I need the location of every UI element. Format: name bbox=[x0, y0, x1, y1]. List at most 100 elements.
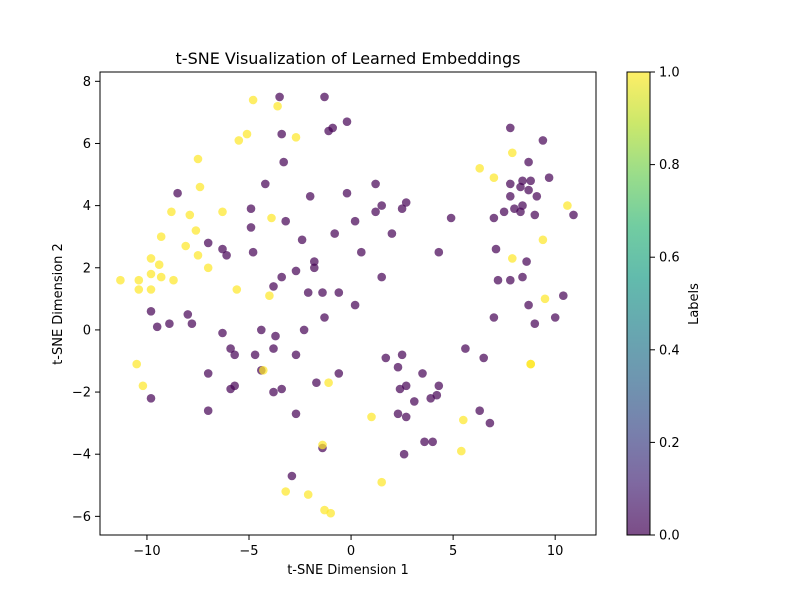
scatter-point-label-0 bbox=[377, 201, 387, 210]
scatter-point-label-1 bbox=[538, 235, 548, 245]
scatter-point-label-0 bbox=[510, 204, 519, 213]
scatter-point-label-0 bbox=[275, 92, 284, 102]
scatter-point-label-0 bbox=[475, 406, 485, 416]
scatter-point-label-1 bbox=[318, 440, 327, 450]
plot-frame bbox=[99, 71, 597, 536]
scatter-point-label-0 bbox=[387, 229, 397, 238]
scatter-point-label-1 bbox=[181, 241, 190, 251]
scatter-point-label-0 bbox=[491, 244, 501, 254]
scatter-point-label-0 bbox=[277, 384, 287, 394]
scatter-point-label-0 bbox=[426, 394, 436, 403]
x-axis-label: t-SNE Dimension 1 bbox=[287, 563, 409, 578]
scatter-point-label-0 bbox=[461, 344, 470, 353]
scatter-point-label-0 bbox=[330, 229, 340, 238]
scatter-point-label-1 bbox=[475, 164, 485, 173]
colorbar bbox=[626, 71, 651, 536]
scatter-point-label-0 bbox=[526, 176, 535, 186]
scatter-point-label-1 bbox=[377, 477, 387, 487]
scatter-point-label-0 bbox=[187, 319, 197, 329]
scatter-point-label-0 bbox=[269, 344, 278, 353]
scatter-point-label-0 bbox=[493, 275, 503, 285]
scatter-point-label-0 bbox=[522, 257, 531, 266]
y-axis: −6 −4 −2 0 2 4 6 8 bbox=[72, 75, 100, 525]
scatter-point-label-1 bbox=[191, 226, 201, 235]
scatter-point-label-0 bbox=[506, 179, 515, 189]
scatter-point-label-1 bbox=[273, 101, 282, 111]
y-tick-label: 8 bbox=[83, 75, 91, 90]
scatter-point-label-0 bbox=[291, 266, 301, 276]
colorbar-tick-label: 0.0 bbox=[659, 529, 680, 544]
y-tick-label: −2 bbox=[72, 386, 91, 401]
scatter-point-label-0 bbox=[357, 247, 366, 257]
scatter-point-label-0 bbox=[287, 471, 297, 481]
y-tick-label: −4 bbox=[72, 448, 91, 463]
scatter-point-label-0 bbox=[569, 210, 578, 220]
scatter-point-label-0 bbox=[310, 263, 319, 273]
scatter-point-label-0 bbox=[499, 207, 509, 217]
scatter-point-label-0 bbox=[250, 350, 260, 360]
scatter-point-label-1 bbox=[146, 285, 156, 294]
scatter-point-label-0 bbox=[489, 313, 499, 322]
scatter-point-label-1 bbox=[489, 173, 499, 182]
x-tick-label: −5 bbox=[239, 544, 258, 559]
scatter-point-label-0 bbox=[506, 275, 515, 285]
scatter-point-label-0 bbox=[524, 300, 533, 310]
scatter-point-label-0 bbox=[479, 353, 489, 363]
colorbar-axis: 0.0 0.2 0.4 0.6 0.8 1.0 bbox=[650, 66, 680, 544]
scatter-point-label-0 bbox=[397, 350, 407, 360]
y-tick-label: −6 bbox=[72, 510, 91, 525]
scatter-point-label-1 bbox=[563, 201, 572, 210]
scatter-point-label-0 bbox=[146, 307, 156, 316]
scatter-point-label-1 bbox=[324, 378, 333, 388]
scatter-point-label-0 bbox=[524, 157, 533, 167]
scatter-point-label-0 bbox=[305, 192, 315, 201]
scatter-point-label-0 bbox=[420, 437, 429, 447]
chart-title: t-SNE Visualization of Learned Embedding… bbox=[176, 49, 521, 68]
scatter-point-label-0 bbox=[489, 213, 499, 223]
colorbar-tick-label: 0.6 bbox=[659, 251, 680, 266]
y-tick-label: 4 bbox=[83, 199, 91, 214]
scatter-point-label-0 bbox=[203, 406, 213, 416]
scatter-point-label-1 bbox=[203, 263, 213, 273]
scatter-point-label-1 bbox=[154, 260, 164, 270]
scatter-point-label-0 bbox=[291, 409, 301, 419]
scatter-point-label-1 bbox=[281, 487, 291, 496]
scatter-point-label-0 bbox=[550, 313, 560, 322]
scatter-point-label-0 bbox=[434, 381, 444, 391]
scatter-point-label-0 bbox=[334, 369, 344, 378]
y-tick-label: 2 bbox=[83, 261, 91, 276]
scatter-point-label-0 bbox=[342, 117, 352, 126]
scatter-point-label-0 bbox=[257, 325, 266, 335]
scatter-point-label-0 bbox=[393, 409, 403, 419]
scatter-point-label-0 bbox=[350, 300, 360, 310]
scatter-point-label-0 bbox=[320, 92, 329, 102]
scatter-point-label-1 bbox=[248, 95, 258, 105]
scatter-point-label-0 bbox=[381, 353, 391, 363]
scatter-point-label-0 bbox=[226, 344, 235, 353]
scatter-point-label-0 bbox=[297, 235, 307, 245]
scatter-point-label-0 bbox=[318, 288, 327, 297]
scatter-point-label-1 bbox=[265, 291, 274, 301]
scatter-point-label-0 bbox=[165, 319, 174, 329]
scatter-point-label-1 bbox=[232, 285, 242, 294]
scatter-point-label-0 bbox=[506, 192, 515, 201]
scatter-point-label-1 bbox=[242, 129, 252, 139]
scatter-point-label-0 bbox=[222, 251, 231, 260]
scatter-point-label-0 bbox=[371, 179, 380, 189]
scatter-point-label-0 bbox=[428, 437, 438, 447]
colorbar-label: Labels bbox=[687, 283, 702, 325]
x-tick-label: 5 bbox=[449, 544, 457, 559]
scatter-point-label-1 bbox=[132, 359, 141, 369]
scatter-point-label-0 bbox=[544, 173, 554, 182]
colorbar-tick-label: 0.2 bbox=[659, 436, 680, 451]
scatter-point-label-0 bbox=[506, 123, 515, 133]
scatter-point-label-1 bbox=[146, 254, 156, 263]
points-layer bbox=[116, 92, 578, 518]
scatter-point-label-1 bbox=[134, 285, 144, 294]
scatter-point-label-0 bbox=[203, 369, 213, 378]
scatter-point-label-0 bbox=[399, 449, 409, 459]
x-axis: −10 −5 0 5 10 bbox=[133, 535, 563, 559]
scatter-point-label-1 bbox=[195, 182, 205, 192]
colorbar-tick-label: 1.0 bbox=[659, 66, 680, 81]
